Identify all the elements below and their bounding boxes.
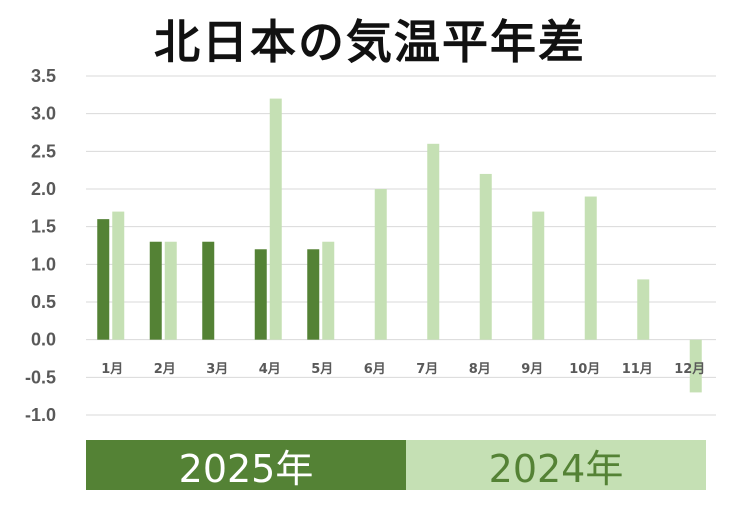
bar-2024-5 (322, 241, 335, 340)
bars (97, 98, 702, 393)
x-tick-label: 10月 (569, 362, 600, 377)
x-tick-label: 6月 (364, 362, 386, 377)
bar-2024-9 (532, 211, 545, 340)
bar-2024-4 (269, 98, 282, 340)
x-tick-label: 4月 (259, 362, 281, 377)
x-tick-label: 3月 (206, 362, 228, 377)
x-tick-label: 9月 (521, 362, 543, 377)
x-tick-label: 2月 (154, 362, 176, 377)
x-tick-label: 1月 (101, 362, 123, 377)
y-tick-label: 3.0 (31, 104, 56, 124)
bar-2025-2 (149, 241, 162, 340)
legend-2024-label: 2024年 (488, 446, 624, 491)
chart-title: 北日本の気温平年差 (154, 15, 586, 69)
y-tick-label: 3.5 (31, 66, 56, 86)
bar-2024-6 (374, 189, 387, 340)
bar-2024-2 (164, 241, 177, 340)
y-tick-label: -1.0 (25, 405, 56, 425)
legend-2024: 2024年 (406, 440, 706, 491)
bar-2024-8 (479, 173, 492, 340)
y-tick-label: 0.0 (31, 330, 56, 350)
y-tick-label: 2.5 (31, 141, 56, 161)
bar-2024-7 (427, 143, 440, 340)
bar-2025-5 (307, 249, 320, 340)
x-tick-label: 5月 (311, 362, 333, 377)
y-axis-ticks: 3.5 3.0 2.5 2.0 1.5 1.0 0.5 0.0 -0.5 -1.0 (25, 66, 56, 425)
bar-2024-1 (112, 211, 125, 340)
legend-2025: 2025年 (86, 440, 406, 491)
y-tick-label: 2.0 (31, 179, 56, 199)
bar-2024-11 (637, 279, 650, 340)
bar-2024-12 (689, 339, 702, 393)
bar-2025-1 (97, 219, 110, 340)
x-tick-label: 11月 (622, 362, 653, 377)
x-tick-label: 8月 (469, 362, 491, 377)
x-tick-label: 7月 (416, 362, 438, 377)
bar-2025-3 (202, 241, 215, 340)
y-tick-label: 0.5 (31, 292, 56, 312)
gridlines (86, 75, 716, 416)
y-tick-label: 1.0 (31, 254, 56, 274)
x-tick-label: 12月 (674, 362, 705, 377)
bar-2025-4 (254, 249, 267, 340)
legend-2025-label: 2025年 (178, 446, 314, 491)
y-tick-label: -0.5 (25, 367, 56, 387)
bar-2024-10 (584, 196, 597, 340)
y-tick-label: 1.5 (31, 217, 56, 237)
x-axis-ticks: 1月 2月 3月 4月 5月 6月 7月 8月 9月 10月 11月 12月 (101, 362, 705, 377)
